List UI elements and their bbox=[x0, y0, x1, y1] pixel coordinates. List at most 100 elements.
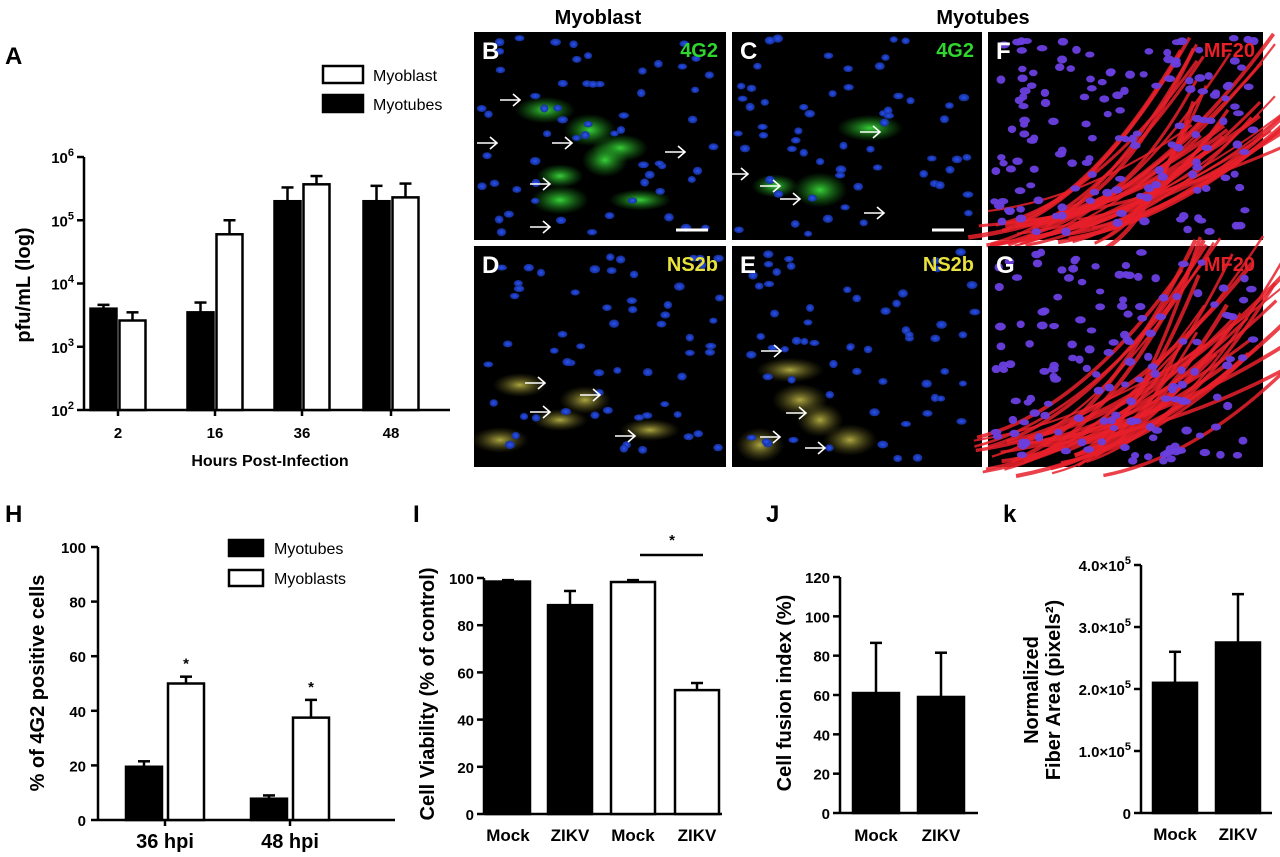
nucleus bbox=[605, 253, 615, 261]
panel-j-chart: J 0 20 40 60 80 100 120 Mock ZIKV Cell fusion inde… bbox=[766, 501, 978, 845]
nucleus bbox=[1106, 417, 1116, 425]
nucleus bbox=[746, 84, 757, 92]
nucleus bbox=[958, 380, 968, 387]
nucleus bbox=[1070, 256, 1079, 265]
nucleus bbox=[788, 436, 799, 444]
nucleus bbox=[549, 347, 559, 354]
y-tick-label: 60 bbox=[457, 665, 474, 682]
panel-label-d: D bbox=[482, 252, 499, 279]
nucleus bbox=[1170, 396, 1182, 403]
panel-label-f: F bbox=[996, 38, 1011, 65]
legend-label-myoblasts: Myoblasts bbox=[274, 571, 346, 588]
nucleus bbox=[540, 104, 549, 113]
nucleus bbox=[1176, 216, 1186, 223]
nucleus bbox=[1164, 75, 1176, 83]
nucleus bbox=[1039, 307, 1050, 315]
nucleus bbox=[519, 412, 529, 421]
nucleus bbox=[1150, 369, 1160, 378]
nucleus bbox=[1191, 114, 1203, 123]
nucleus bbox=[1115, 107, 1125, 114]
nucleus bbox=[1102, 188, 1113, 197]
y-axis-label-line: Normalized bbox=[1021, 636, 1043, 744]
nucleus bbox=[822, 214, 834, 223]
nucleus bbox=[1043, 400, 1053, 407]
nucleus bbox=[1201, 144, 1213, 151]
nucleus bbox=[1005, 165, 1016, 173]
nucleus bbox=[1016, 451, 1027, 459]
nucleus bbox=[998, 361, 1008, 370]
y-tick-label: 20 bbox=[69, 758, 86, 775]
muscle-fiber bbox=[1078, 115, 1280, 221]
legend-swatch-myotubes bbox=[321, 93, 365, 114]
nucleus bbox=[1192, 338, 1202, 346]
nucleus bbox=[1194, 74, 1206, 82]
nucleus bbox=[799, 148, 808, 157]
bar-myoblast-36 bbox=[302, 183, 331, 412]
nucleus bbox=[1205, 117, 1216, 125]
nucleus bbox=[1218, 284, 1229, 292]
nucleus bbox=[1172, 293, 1182, 300]
nucleus bbox=[1112, 91, 1124, 100]
nucleus bbox=[1026, 137, 1038, 144]
nucleus bbox=[1036, 321, 1048, 330]
significance-star: * bbox=[669, 532, 675, 549]
nucleus bbox=[1136, 192, 1145, 200]
nucleus bbox=[852, 294, 862, 303]
nucleus bbox=[1103, 110, 1112, 118]
nucleus bbox=[602, 406, 613, 414]
nucleus bbox=[892, 299, 901, 308]
arrow-head bbox=[817, 441, 827, 455]
nucleus bbox=[1033, 196, 1044, 205]
y-axis-label: NormalizedFiber Area (pixels²) bbox=[1021, 600, 1065, 780]
x-axis-label: Hours Post-Infection bbox=[191, 453, 348, 470]
nucleus bbox=[1192, 164, 1203, 171]
nucleus bbox=[1237, 354, 1248, 362]
x-tick-label: Mock bbox=[611, 826, 655, 845]
nucleus bbox=[618, 112, 630, 119]
nucleus bbox=[572, 55, 582, 63]
nucleus bbox=[1201, 184, 1211, 193]
nucleus bbox=[629, 270, 639, 279]
nucleus bbox=[1128, 134, 1138, 143]
nucleus bbox=[804, 230, 813, 237]
panel-label-k: k bbox=[1003, 501, 1017, 528]
nucleus bbox=[489, 179, 500, 188]
x-tick-label: 36 hpi bbox=[136, 831, 194, 853]
nucleus bbox=[1121, 271, 1130, 278]
nucleus bbox=[1136, 249, 1147, 256]
nucleus bbox=[825, 444, 834, 452]
nucleus bbox=[641, 412, 653, 419]
nucleus bbox=[921, 379, 932, 388]
stain-label: MF20 bbox=[1204, 40, 1255, 62]
nucleus bbox=[758, 132, 769, 139]
nucleus bbox=[560, 408, 572, 416]
nucleus bbox=[636, 88, 646, 98]
nucleus bbox=[843, 286, 852, 294]
nucleus bbox=[610, 130, 619, 137]
nucleus bbox=[504, 440, 516, 449]
nucleus bbox=[580, 131, 590, 140]
nucleus bbox=[997, 217, 1007, 226]
bar-mock-2 bbox=[609, 580, 657, 816]
nucleus bbox=[1194, 214, 1203, 223]
muscle-fiber bbox=[1068, 124, 1280, 242]
nucleus bbox=[930, 334, 941, 343]
nucleus bbox=[1235, 183, 1245, 192]
nucleus bbox=[1204, 228, 1215, 235]
nucleus bbox=[787, 375, 796, 384]
nucleus bbox=[1170, 447, 1182, 456]
legend-swatch-myoblasts bbox=[227, 568, 265, 588]
nucleus bbox=[922, 410, 933, 417]
nucleus bbox=[495, 48, 505, 55]
nucleus bbox=[589, 265, 601, 274]
nucleus bbox=[638, 67, 647, 75]
nucleus bbox=[990, 198, 999, 205]
nucleus bbox=[1114, 135, 1123, 142]
nucleus bbox=[536, 268, 546, 277]
bar-myotubes-0 bbox=[124, 765, 164, 822]
nucleus bbox=[673, 411, 682, 418]
nucleus bbox=[1040, 88, 1050, 97]
nucleus bbox=[715, 294, 725, 302]
nucleus bbox=[660, 311, 671, 319]
y-tick-label: 2.0×105 bbox=[1079, 679, 1131, 699]
